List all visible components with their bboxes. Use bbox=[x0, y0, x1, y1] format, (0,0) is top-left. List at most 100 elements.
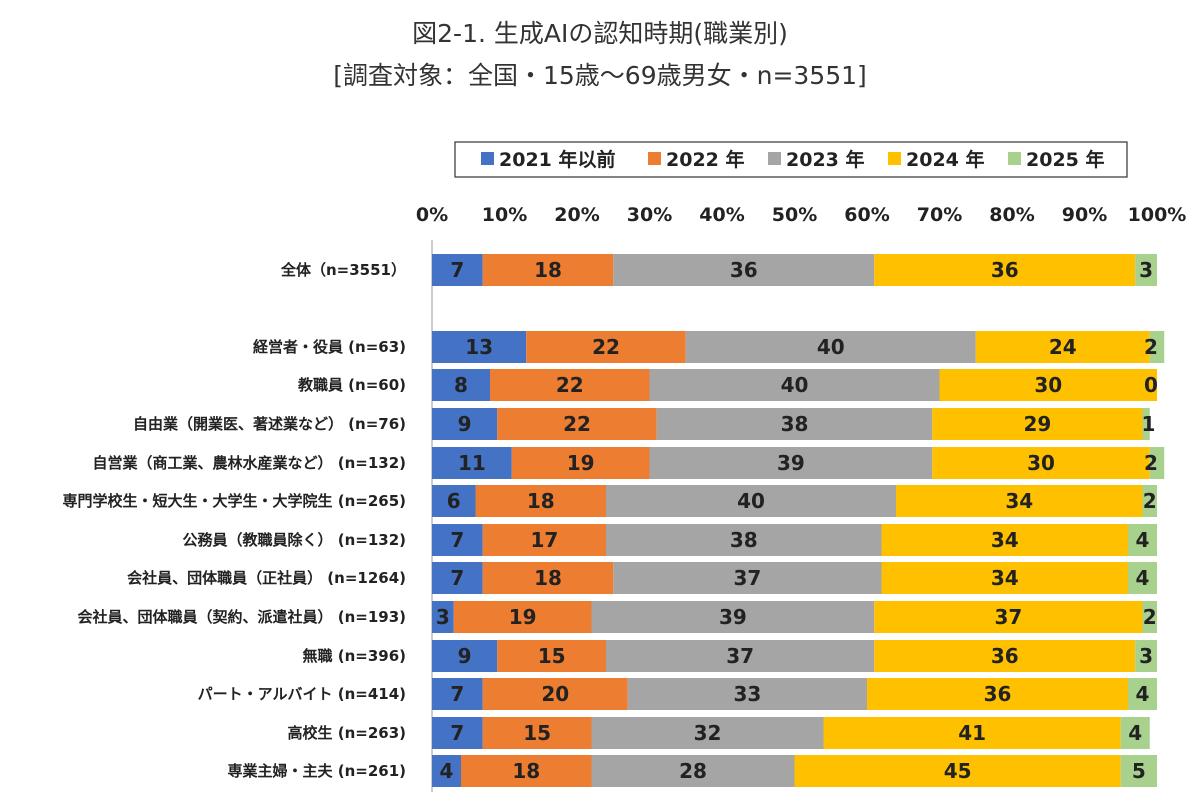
data-label: 38 bbox=[730, 528, 758, 552]
bar-segment bbox=[613, 254, 875, 286]
legend-swatch bbox=[1008, 152, 1021, 165]
data-label: 37 bbox=[726, 644, 754, 668]
bar-segment bbox=[482, 524, 606, 556]
bar-segment bbox=[1128, 524, 1157, 556]
bar-segment bbox=[685, 331, 976, 363]
bar-segment bbox=[591, 601, 875, 633]
data-label: 5 bbox=[1132, 759, 1146, 783]
data-label: 18 bbox=[512, 759, 540, 783]
x-tick-label: 30% bbox=[627, 204, 672, 226]
bar-segment bbox=[482, 254, 614, 286]
category-label: 全体（n=3551） bbox=[280, 261, 406, 279]
data-label: 34 bbox=[991, 528, 1019, 552]
bar-segment bbox=[867, 678, 1128, 710]
data-label: 9 bbox=[458, 644, 472, 668]
bar-segment bbox=[511, 447, 650, 479]
legend-label: 2025 年 bbox=[1026, 148, 1105, 171]
x-tick-label: 0% bbox=[416, 204, 448, 226]
category-label: 無職 (n=396) bbox=[303, 647, 407, 665]
x-tick-label: 100% bbox=[1128, 204, 1187, 226]
data-label: 2 bbox=[1143, 605, 1157, 629]
legend-label: 2021 年以前 bbox=[499, 148, 616, 171]
data-label: 30 bbox=[1027, 451, 1055, 475]
data-label: 29 bbox=[1023, 412, 1051, 436]
bar-segment bbox=[591, 755, 795, 787]
bar-segment bbox=[432, 254, 483, 286]
data-label: 13 bbox=[465, 335, 493, 359]
bar-segment bbox=[482, 562, 614, 594]
bar-segment bbox=[975, 331, 1150, 363]
data-label: 36 bbox=[984, 682, 1012, 706]
bar-segment bbox=[432, 485, 476, 517]
data-label: 2 bbox=[1144, 451, 1158, 475]
bar-segment bbox=[1120, 755, 1157, 787]
data-label: 34 bbox=[1005, 489, 1033, 513]
data-label: 6 bbox=[447, 489, 461, 513]
bar-segment bbox=[649, 447, 933, 479]
bar-segment bbox=[497, 640, 606, 672]
bar-segment bbox=[881, 562, 1128, 594]
data-label: 28 bbox=[679, 759, 707, 783]
bar-segment bbox=[482, 717, 592, 749]
bar-segment bbox=[1149, 331, 1165, 363]
bar-segment bbox=[874, 601, 1143, 633]
bar-segment bbox=[432, 717, 483, 749]
data-label: 36 bbox=[991, 644, 1019, 668]
bar-segment bbox=[1142, 485, 1157, 517]
data-label: 36 bbox=[991, 258, 1019, 282]
data-label: 40 bbox=[817, 335, 845, 359]
data-label: 18 bbox=[527, 489, 555, 513]
data-label: 22 bbox=[592, 335, 620, 359]
bar-segment bbox=[591, 717, 824, 749]
bar-segment bbox=[613, 562, 882, 594]
category-label: 専門学校生・短大生・大学生・大学院生 (n=265) bbox=[63, 492, 407, 510]
x-tick-label: 40% bbox=[699, 204, 744, 226]
data-label: 37 bbox=[733, 566, 761, 590]
bar-segment bbox=[432, 601, 454, 633]
bar-segment bbox=[1142, 408, 1150, 440]
bar-segment bbox=[432, 524, 483, 556]
data-label: 7 bbox=[450, 566, 464, 590]
x-tick-label: 60% bbox=[844, 204, 889, 226]
data-label: 30 bbox=[1034, 373, 1062, 397]
data-label: 19 bbox=[509, 605, 537, 629]
chart-subtitle: [調査対象：全国・15歳～69歳男女・n=3551] bbox=[333, 61, 867, 90]
bar-segment bbox=[1128, 562, 1157, 594]
bar-segment bbox=[896, 485, 1143, 517]
x-tick-label: 70% bbox=[917, 204, 962, 226]
bar-segment bbox=[432, 408, 498, 440]
data-label: 18 bbox=[534, 566, 562, 590]
x-tick-label: 50% bbox=[772, 204, 817, 226]
legend-label: 2024 年 bbox=[906, 148, 985, 171]
legend-swatch bbox=[768, 152, 781, 165]
data-label: 22 bbox=[556, 373, 584, 397]
bar-segment bbox=[432, 369, 490, 401]
data-label: 3 bbox=[1139, 258, 1153, 282]
category-label: 高校生 (n=263) bbox=[288, 724, 407, 742]
bar-segment bbox=[606, 524, 882, 556]
data-label: 41 bbox=[958, 721, 986, 745]
legend-swatch bbox=[888, 152, 901, 165]
bar-segment bbox=[1135, 640, 1157, 672]
data-label: 32 bbox=[694, 721, 722, 745]
bar-segment bbox=[932, 447, 1150, 479]
bar-segment bbox=[526, 331, 686, 363]
bar-segment bbox=[432, 447, 512, 479]
bar-segment bbox=[656, 408, 933, 440]
data-label: 15 bbox=[523, 721, 551, 745]
bar-segment bbox=[1120, 717, 1150, 749]
data-label: 11 bbox=[458, 451, 486, 475]
data-label: 24 bbox=[1049, 335, 1077, 359]
data-label: 20 bbox=[541, 682, 569, 706]
data-label: 2 bbox=[1143, 489, 1157, 513]
data-label: 4 bbox=[1136, 682, 1150, 706]
bar-segment bbox=[1128, 678, 1157, 710]
bar-segment bbox=[432, 331, 527, 363]
bar-segment bbox=[649, 369, 940, 401]
x-tick-label: 10% bbox=[482, 204, 527, 226]
legend-label: 2023 年 bbox=[786, 148, 865, 171]
data-label: 36 bbox=[730, 258, 758, 282]
bar-segment bbox=[432, 755, 461, 787]
bar-segment bbox=[432, 640, 498, 672]
